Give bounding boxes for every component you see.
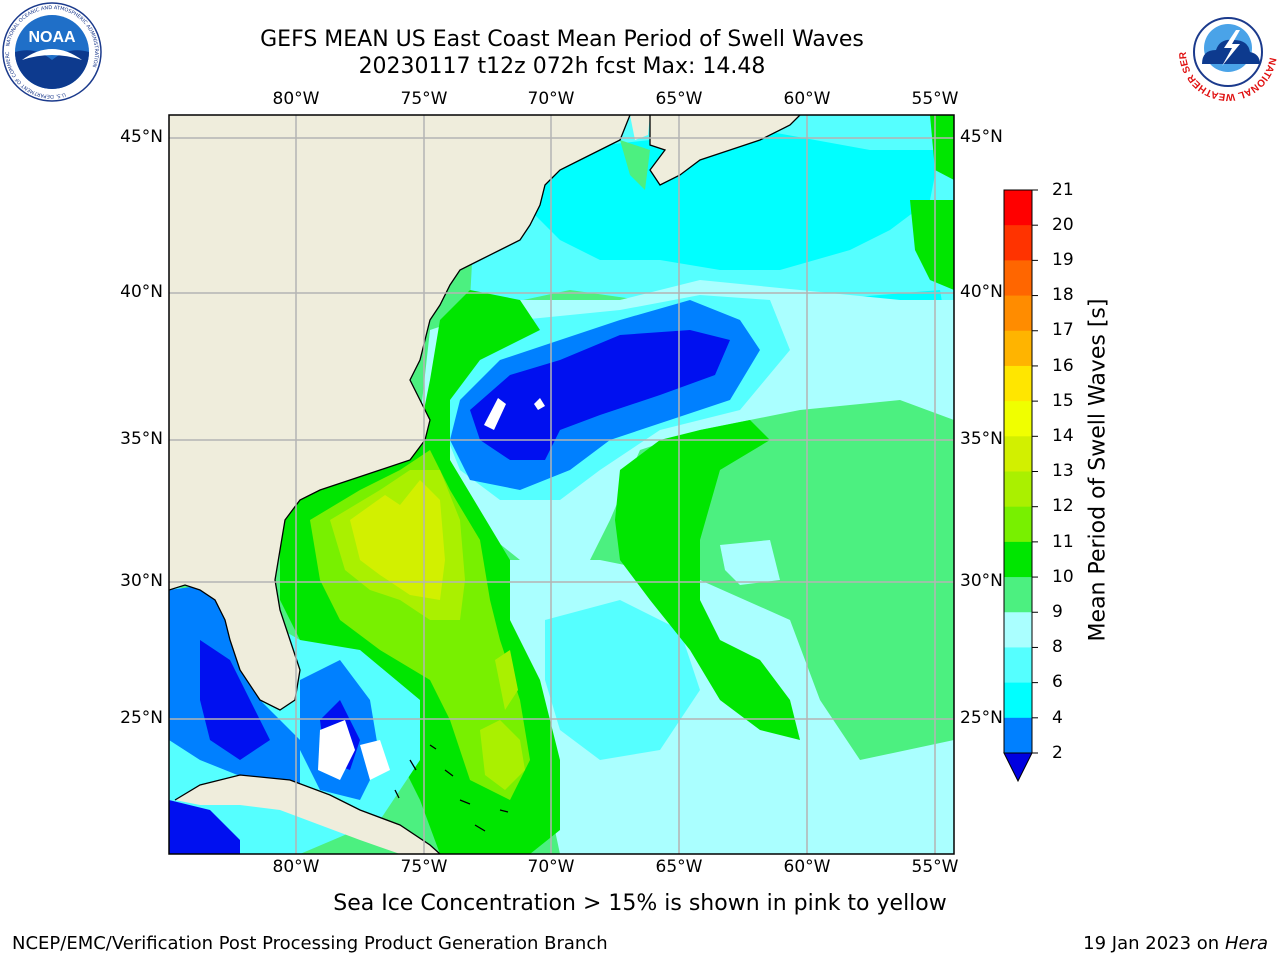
colorbar-segment: [1004, 682, 1032, 719]
lat-label-left: 25°N: [120, 708, 163, 728]
lat-label-right: 40°N: [960, 282, 1003, 302]
land-canada: [650, 115, 800, 185]
land-canada2: [630, 115, 650, 140]
colorbar-segment: [1004, 401, 1032, 437]
lon-label-top: 60°W: [783, 89, 831, 109]
colorbar-tick: 9: [1052, 602, 1063, 622]
coastline-canada: [649, 115, 801, 186]
colorbar-tick: 21: [1052, 180, 1074, 200]
colorbar-tick: 10: [1052, 567, 1074, 587]
land-us: [169, 115, 630, 710]
colorbar: [1003, 189, 1038, 783]
field-gulf-c2b: [169, 800, 240, 854]
field-core-white: [484, 398, 506, 430]
field-gom-c10: [620, 140, 650, 190]
field-bahama-white: [318, 720, 355, 780]
field-south-c8: [545, 600, 700, 760]
colorbar-tick: 19: [1052, 250, 1074, 270]
date-line: 19 Jan 2023 on Hera: [1083, 933, 1268, 954]
colorbar-tick: 6: [1052, 672, 1063, 692]
colorbar-segment: [1004, 471, 1032, 508]
field-ne-c11b: [930, 115, 954, 180]
colorbar-segment: [1004, 330, 1032, 367]
colorbar-tick: 14: [1052, 426, 1074, 446]
coastline-islands: [394, 744, 509, 832]
lat-label-left: 45°N: [120, 127, 163, 147]
field-coast-c14: [350, 480, 445, 600]
lon-label-top: 70°W: [527, 89, 575, 109]
colorbar-under-arrow: [1003, 752, 1033, 783]
colorbar-segment: [1004, 365, 1032, 402]
colorbar-tick: 12: [1052, 496, 1074, 516]
lat-label-right: 30°N: [960, 571, 1003, 591]
colorbar-tick: 18: [1052, 285, 1074, 305]
nws-logo: NATIONAL WEATHER SERVICE: [1178, 2, 1278, 102]
colorbar-segment: [1004, 260, 1032, 297]
host-name: Hera: [1224, 933, 1268, 954]
graticule: [169, 115, 954, 854]
map-fields: [169, 115, 954, 854]
coastline-us: [169, 115, 631, 711]
date-text: 19 Jan 2023 on: [1083, 933, 1225, 954]
colorbar-label: Mean Period of Swell Waves [s]: [1085, 298, 1111, 642]
lat-label-right: 35°N: [960, 429, 1003, 449]
noaa-logo: NOAA NATIONAL OCEANIC AND ATMOSPHERIC AD…: [2, 2, 102, 102]
lon-label-top: 80°W: [272, 89, 320, 109]
lat-label-left: 30°N: [120, 571, 163, 591]
land-cuba: [175, 775, 440, 854]
colorbar-tick: 15: [1052, 391, 1074, 411]
coastline-cuba: [174, 774, 441, 854]
lat-label-right: 45°N: [960, 127, 1003, 147]
lat-label-left: 35°N: [120, 429, 163, 449]
colorbar-tick: 16: [1052, 356, 1074, 376]
credit-line: NCEP/EMC/Verification Post Processing Pr…: [12, 933, 608, 954]
lon-label-bottom: 70°W: [527, 857, 575, 877]
colorbar-segment: [1004, 506, 1032, 543]
lon-label-top: 55°W: [911, 89, 959, 109]
colorbar-tick: 11: [1052, 532, 1074, 552]
colorbar-segment: [1004, 295, 1032, 332]
colorbar-segment: [1004, 436, 1032, 472]
map-subtitle: 20230117 t12z 072h fcst Max: 14.48: [358, 54, 766, 79]
map-frame: [168, 114, 955, 855]
map-title: GEFS MEAN US East Coast Mean Period of S…: [260, 27, 864, 52]
colorbar-tick: 8: [1052, 637, 1063, 657]
colorbar-segment: [1004, 647, 1032, 684]
sea-ice-note: Sea Ice Concentration > 15% is shown in …: [333, 891, 947, 916]
field-core-c2: [470, 330, 730, 460]
noaa-logo-text: NOAA: [28, 29, 76, 46]
colorbar-tick: 2: [1052, 743, 1063, 763]
colorbar-segment: [1004, 541, 1032, 578]
lon-label-bottom: 65°W: [655, 857, 703, 877]
field-core-white2: [534, 398, 545, 410]
colorbar-segment: [1004, 612, 1032, 648]
lon-label-bottom: 60°W: [783, 857, 831, 877]
lon-label-bottom: 55°W: [911, 857, 959, 877]
field-mid-c11: [615, 420, 800, 740]
field-coast-c13b: [480, 720, 525, 790]
colorbar-segment: [1004, 577, 1032, 613]
field-bahama-white2: [360, 740, 390, 780]
colorbar-tick: 20: [1052, 215, 1074, 235]
coastlines: [169, 115, 801, 854]
lat-label-right: 25°N: [960, 708, 1003, 728]
colorbar-segment: [1004, 225, 1032, 261]
field-coast-c13c: [495, 650, 518, 710]
colorbar-segment: [1004, 717, 1032, 754]
lat-label-left: 40°N: [120, 282, 163, 302]
field-ne-c11: [910, 200, 954, 290]
lon-label-top: 65°W: [655, 89, 703, 109]
lon-label-bottom: 80°W: [272, 857, 320, 877]
colorbar-segment: [1004, 190, 1032, 226]
colorbar-tick: 13: [1052, 461, 1074, 481]
field-south-c9b: [720, 540, 780, 585]
field-gulf-c2: [200, 640, 270, 760]
colorbar-tick: 4: [1052, 708, 1063, 728]
lon-label-bottom: 75°W: [400, 857, 448, 877]
lon-label-top: 75°W: [400, 89, 448, 109]
colorbar-tick: 17: [1052, 320, 1074, 340]
